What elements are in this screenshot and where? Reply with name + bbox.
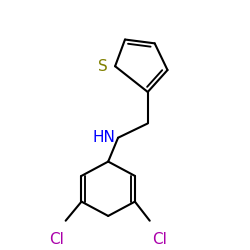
Text: Cl: Cl	[49, 232, 64, 247]
Text: Cl: Cl	[152, 232, 166, 247]
Text: S: S	[98, 59, 108, 74]
Text: HN: HN	[92, 130, 115, 145]
